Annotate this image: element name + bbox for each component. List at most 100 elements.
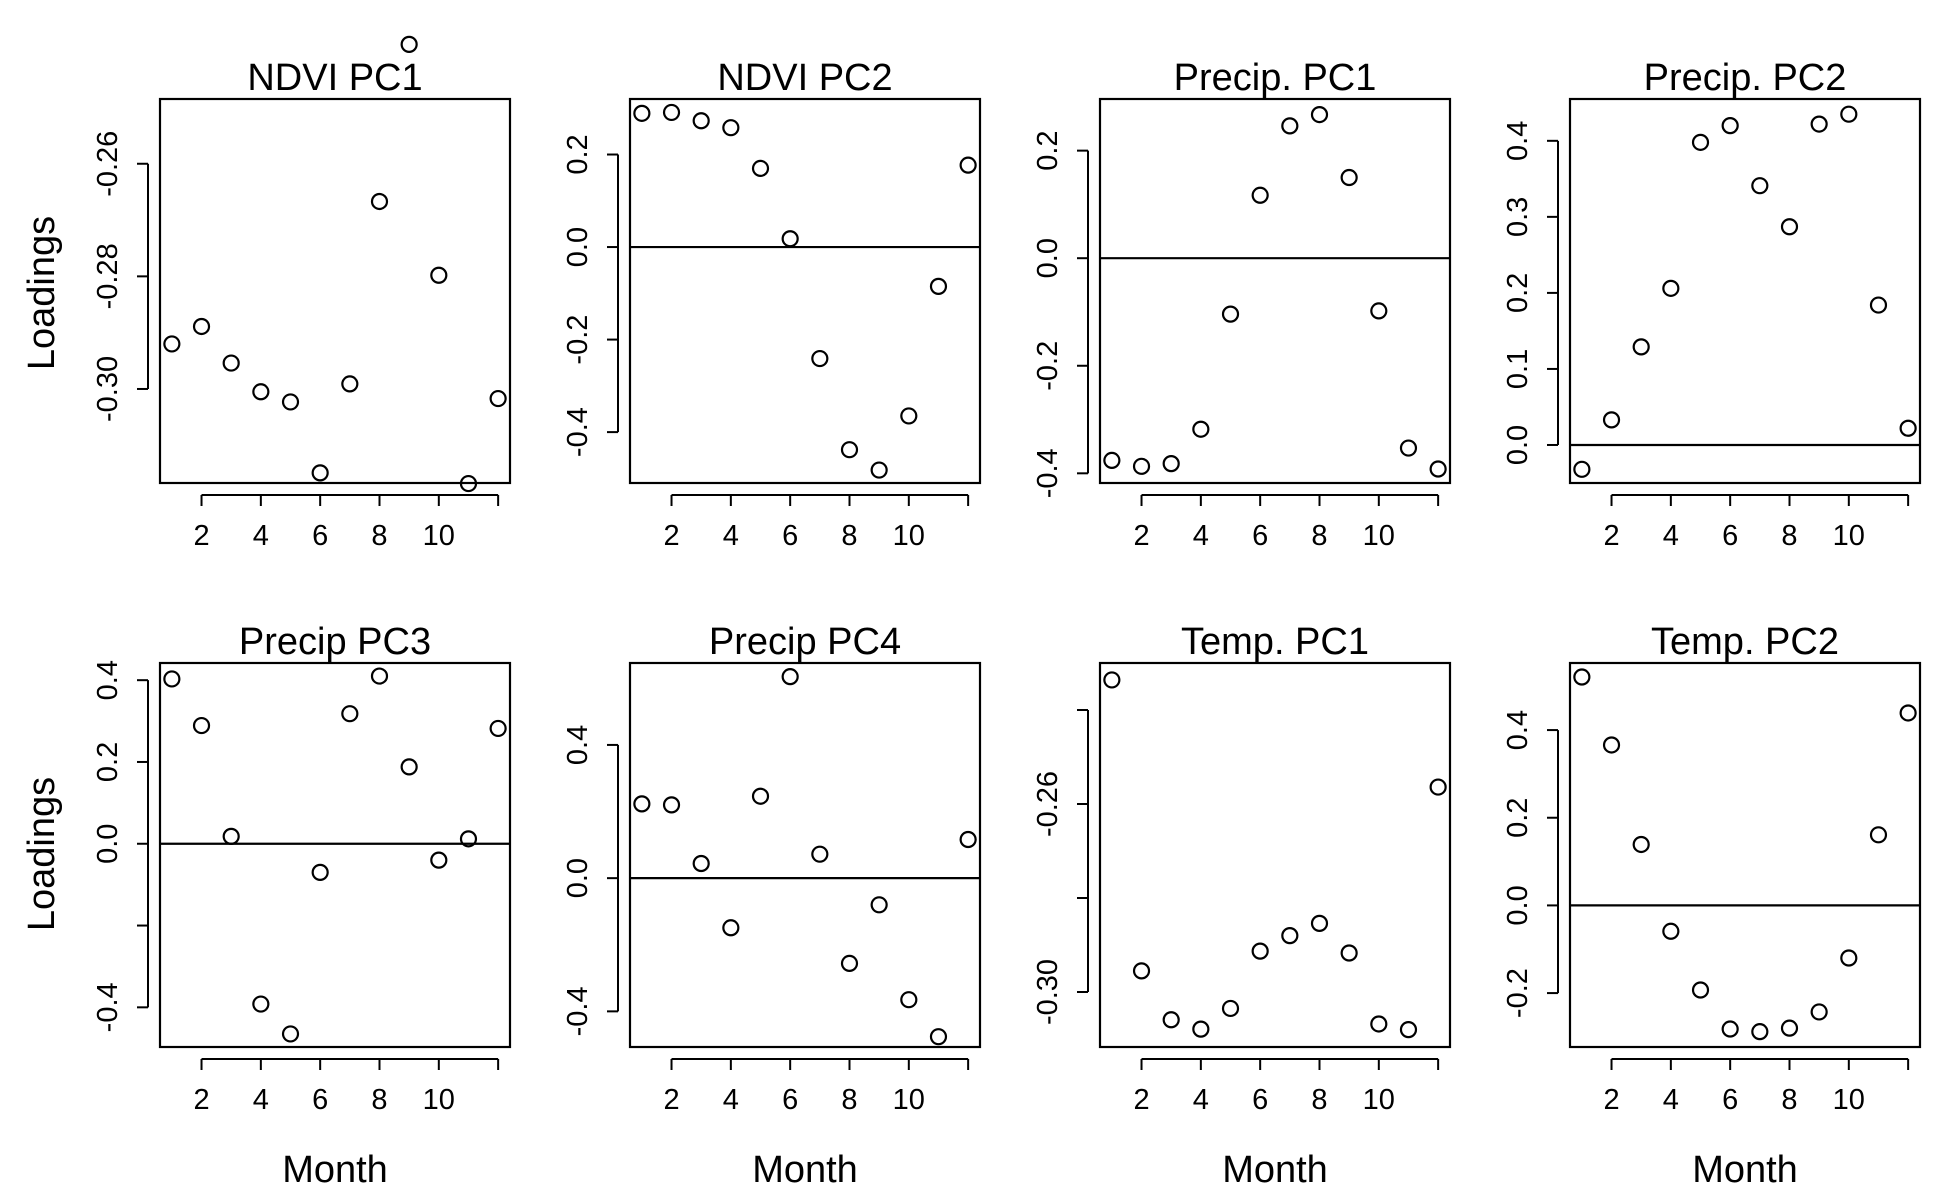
data-point [1751, 1023, 1769, 1041]
data-point [811, 349, 829, 368]
data-point [692, 854, 710, 873]
data-point [341, 705, 359, 723]
y-tick-label: 0.0 [92, 824, 124, 864]
data-point [1429, 778, 1447, 796]
data-point [459, 474, 478, 493]
x-tick-label: 4 [1193, 1084, 1209, 1116]
y-tick-label: 0.2 [1032, 130, 1064, 170]
data-point [430, 851, 448, 869]
data-point [1899, 704, 1917, 722]
data-point [1429, 460, 1447, 478]
chart-panel-3: Precip. PC1 2 4 6 8 10 0.2 0.0 -0.2 -0.4 [1032, 57, 1452, 552]
data-point [870, 896, 888, 914]
data-point [1370, 302, 1388, 320]
data-point [1632, 835, 1650, 854]
y-tick-label: -0.26 [1032, 771, 1064, 837]
plot-frame [158, 661, 512, 1049]
y-tick-label: 0.2 [92, 742, 124, 782]
data-point [400, 758, 418, 776]
data-point [1602, 411, 1621, 429]
data-point [281, 1025, 300, 1043]
chart-panel-4: Precip. PC2 2 4 6 8 10 0.4 0.3 0.2 0.1 0.0 [1502, 57, 1922, 552]
data-point [1573, 668, 1591, 686]
data-point [489, 389, 507, 408]
data-point [1132, 457, 1151, 475]
x-tick-label: 4 [723, 1084, 739, 1116]
plot-frame [158, 97, 512, 485]
data-point [751, 159, 770, 177]
data-point [662, 796, 681, 814]
chart-panel-5: Precip PC3 2 4 6 8 10 Month 0.4 0.2 0.0 -0.4 [92, 621, 512, 1191]
plot-frame [1098, 661, 1452, 1049]
chart-panel-7: Temp. PC1 2 4 6 8 10 Month -0.26 -0.30 [1032, 621, 1452, 1191]
plot-frame [628, 661, 982, 1049]
data-point [900, 991, 918, 1009]
data-point [1132, 962, 1151, 980]
y-tick-label: 0.0 [1502, 425, 1534, 465]
y-tick-label: 0.2 [1502, 798, 1534, 838]
x-axis-label: Month [752, 1149, 858, 1191]
y-tick-label: -0.28 [92, 243, 124, 309]
x-tick-label: 8 [841, 1084, 857, 1116]
panel-title: NDVI PC1 [247, 57, 422, 99]
data-point [1281, 117, 1299, 135]
x-tick-label: 10 [423, 520, 455, 552]
data-point [959, 830, 977, 849]
data-point [840, 441, 859, 459]
x-tick-label: 10 [1833, 520, 1865, 552]
x-tick-label: 4 [1663, 1084, 1679, 1116]
y-tick-label: 0.0 [1032, 238, 1064, 278]
data-point [1399, 1021, 1418, 1039]
data-point [900, 407, 918, 425]
y-tick-label: 0.3 [1502, 197, 1534, 237]
data-point [1691, 133, 1710, 151]
x-tick-label: 4 [1663, 520, 1679, 552]
data-point [163, 670, 181, 688]
data-point [459, 830, 478, 848]
x-tick-label: 2 [1603, 520, 1619, 552]
x-tick-label: 6 [312, 520, 328, 552]
data-point [489, 719, 507, 738]
y-tick-label: 0.1 [1502, 349, 1534, 389]
x-tick-label: 2 [193, 520, 209, 552]
data-point [1573, 460, 1591, 478]
x-tick-label: 8 [1311, 1084, 1327, 1116]
x-tick-label: 4 [1193, 520, 1209, 552]
plot-frame [1568, 97, 1922, 485]
data-point [633, 104, 651, 122]
x-axis-label: Month [282, 1149, 388, 1191]
data-point [692, 112, 710, 130]
x-tick-label: 8 [371, 520, 387, 552]
y-tick-label: -0.26 [92, 131, 124, 197]
y-tick-label: 0.2 [562, 134, 594, 174]
y-tick-label: 0.0 [562, 858, 594, 898]
x-tick-label: 4 [723, 520, 739, 552]
y-tick-label: -0.4 [1032, 448, 1064, 498]
panel-title: Precip. PC2 [1644, 57, 1847, 99]
data-point [811, 845, 829, 863]
plot-frame [1098, 97, 1452, 485]
data-point [1840, 949, 1858, 967]
data-point [1340, 168, 1358, 187]
data-point [870, 461, 888, 479]
panel-title: NDVI PC2 [717, 57, 892, 99]
chart-panel-2: NDVI PC2 2 4 6 8 10 0.2 0.0 -0.2 -0.4 [562, 57, 982, 552]
x-tick-label: 2 [663, 1084, 679, 1116]
data-point [311, 464, 329, 482]
data-point [1662, 279, 1680, 297]
y-tick-label: -0.30 [92, 356, 124, 422]
x-tick-label: 6 [782, 520, 798, 552]
x-tick-label: 6 [1722, 520, 1738, 552]
x-tick-label: 6 [782, 1084, 798, 1116]
data-point [1103, 671, 1121, 689]
data-point [959, 156, 977, 174]
data-point [751, 787, 770, 805]
y-tick-label: -0.2 [562, 315, 594, 365]
x-tick-label: 10 [1363, 1084, 1395, 1116]
panel-title: Precip PC3 [239, 621, 431, 663]
data-point [1810, 115, 1828, 133]
x-tick-label: 2 [1603, 1084, 1619, 1116]
data-point [400, 35, 418, 53]
data-point [192, 317, 211, 336]
